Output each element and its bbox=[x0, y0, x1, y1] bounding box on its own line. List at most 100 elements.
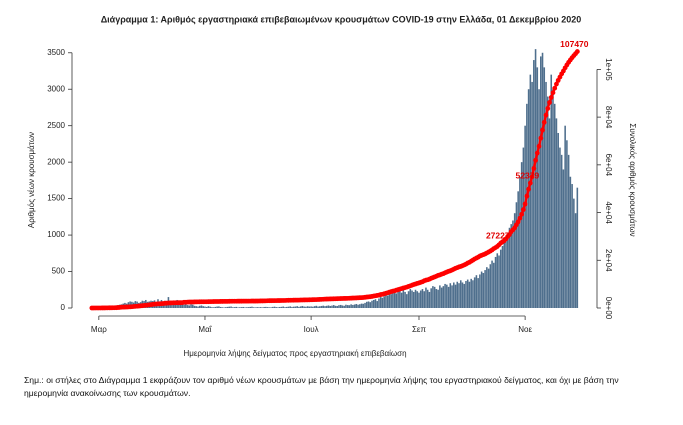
bar bbox=[392, 292, 394, 308]
bar bbox=[475, 275, 478, 308]
bar bbox=[273, 306, 276, 308]
bar bbox=[310, 306, 312, 308]
bar bbox=[324, 306, 326, 308]
bar bbox=[546, 96, 549, 308]
bar bbox=[484, 270, 486, 308]
bar bbox=[249, 306, 251, 308]
line-point bbox=[524, 193, 530, 199]
y-tick-label: 1000 bbox=[47, 230, 65, 239]
bar bbox=[506, 235, 509, 308]
line-point bbox=[517, 215, 523, 221]
bar bbox=[567, 154, 570, 308]
bar bbox=[362, 303, 365, 308]
y-tick-label: 500 bbox=[52, 267, 66, 276]
bar bbox=[564, 125, 566, 308]
bar bbox=[211, 307, 213, 308]
bar bbox=[378, 298, 380, 308]
bar bbox=[545, 81, 547, 309]
x-tick-label: Μαΐ bbox=[198, 325, 212, 334]
bar bbox=[200, 305, 203, 308]
bar bbox=[529, 74, 532, 308]
bar bbox=[245, 307, 248, 308]
chart-title: Διάγραμμα 1: Αριθμός εργαστηριακά επιβεβ… bbox=[101, 14, 582, 24]
bar bbox=[188, 305, 191, 308]
bar bbox=[486, 267, 488, 308]
line-point bbox=[548, 95, 554, 100]
bar bbox=[332, 305, 335, 308]
bar bbox=[317, 306, 319, 308]
line-point bbox=[536, 143, 542, 149]
bar bbox=[522, 147, 525, 308]
bar bbox=[526, 103, 528, 309]
bar bbox=[557, 132, 559, 308]
bar bbox=[308, 306, 311, 308]
bar bbox=[428, 291, 431, 308]
bar bbox=[430, 288, 432, 308]
bar bbox=[202, 306, 205, 308]
bar bbox=[292, 306, 295, 308]
bar bbox=[454, 284, 457, 308]
bar bbox=[232, 307, 234, 308]
bar bbox=[501, 246, 504, 308]
bar bbox=[508, 227, 511, 308]
bar bbox=[536, 67, 539, 308]
bar bbox=[369, 302, 372, 308]
bar bbox=[179, 303, 182, 308]
bar bbox=[519, 176, 521, 308]
bar bbox=[465, 281, 467, 308]
bar bbox=[412, 291, 415, 308]
bar bbox=[560, 154, 563, 308]
bar bbox=[576, 187, 579, 308]
bar bbox=[510, 224, 512, 308]
line-point bbox=[545, 106, 551, 111]
bar bbox=[538, 89, 540, 308]
line-point bbox=[540, 127, 545, 133]
bar bbox=[399, 290, 401, 308]
bar bbox=[569, 176, 572, 308]
line-point bbox=[527, 180, 533, 186]
y2-tick-label: 6e+04 bbox=[604, 154, 613, 177]
bar bbox=[477, 278, 479, 308]
bar bbox=[459, 280, 462, 308]
bar bbox=[319, 306, 321, 308]
line-point bbox=[574, 49, 580, 54]
bar bbox=[446, 284, 448, 308]
bar bbox=[407, 291, 410, 308]
bar bbox=[470, 278, 472, 308]
bar bbox=[238, 307, 241, 308]
bar bbox=[381, 297, 384, 308]
line-point bbox=[547, 100, 552, 105]
bar bbox=[400, 292, 403, 308]
bar bbox=[562, 169, 565, 308]
bar bbox=[261, 307, 264, 308]
line-point bbox=[543, 112, 549, 118]
value-label: 107470 bbox=[560, 39, 589, 49]
bar bbox=[383, 296, 385, 308]
bar bbox=[388, 293, 391, 308]
line-point bbox=[538, 135, 544, 141]
bar bbox=[270, 307, 272, 308]
bar bbox=[325, 305, 328, 308]
bar bbox=[395, 293, 398, 308]
bar bbox=[263, 306, 265, 308]
bar bbox=[411, 290, 413, 308]
bar bbox=[503, 242, 506, 308]
bar bbox=[386, 295, 389, 308]
bar bbox=[339, 304, 342, 308]
y-tick-label: 2500 bbox=[47, 121, 65, 130]
bar bbox=[447, 286, 450, 308]
bar bbox=[404, 291, 406, 308]
bar bbox=[473, 277, 476, 308]
bar bbox=[338, 305, 340, 308]
bar bbox=[498, 255, 500, 308]
bar bbox=[193, 305, 196, 308]
bar bbox=[466, 279, 469, 308]
bar bbox=[543, 67, 546, 308]
y2-tick-label: 8e+04 bbox=[604, 106, 613, 129]
bar bbox=[334, 305, 337, 308]
bar bbox=[258, 307, 260, 308]
bar bbox=[372, 299, 375, 308]
bar bbox=[240, 307, 243, 308]
bar bbox=[359, 304, 361, 308]
x-tick-label: Μαρ bbox=[91, 325, 107, 334]
